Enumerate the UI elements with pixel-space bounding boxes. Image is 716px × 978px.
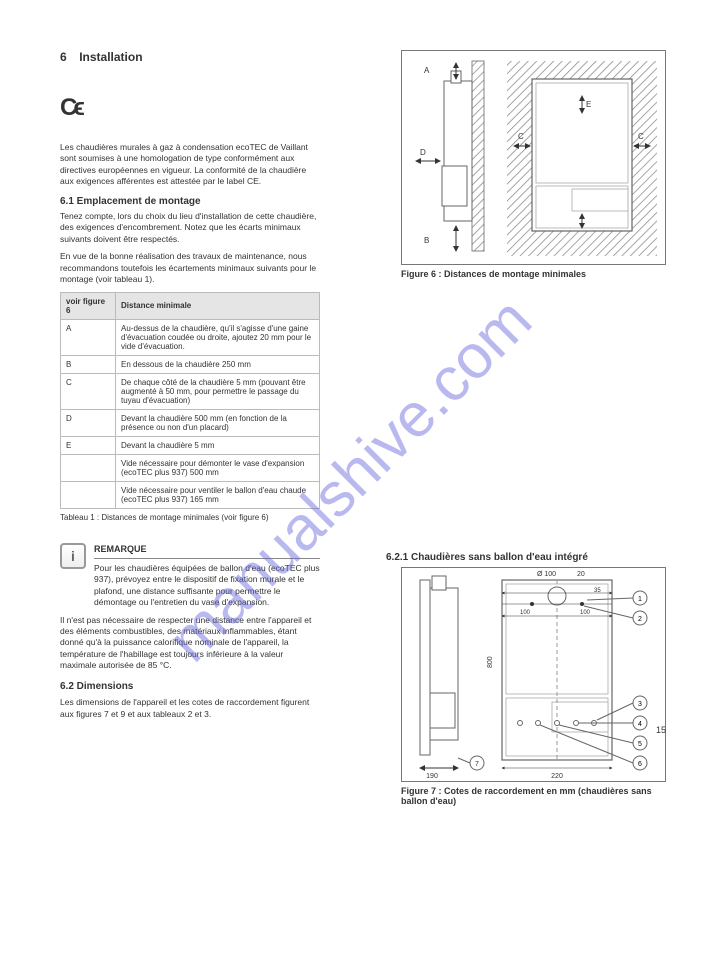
label-A: A [424, 66, 430, 75]
table-cell: A [61, 319, 116, 355]
figure-2: 190 7 Ø 100 20 [401, 567, 666, 782]
section-title-row: 6 Installation [60, 50, 320, 64]
table-cell: D [61, 409, 116, 436]
table-cell: Au-dessus de la chaudière, qu'il s'agiss… [116, 319, 320, 355]
section-number: 6 [60, 50, 67, 64]
svg-text:220: 220 [551, 773, 563, 780]
page: 6 Installation Cϵ Les chaudières murales… [0, 0, 716, 755]
table-cell: E [61, 436, 116, 454]
table-cell: Devant la chaudière 500 mm (en fonction … [116, 409, 320, 436]
figure-2-caption: Figure 7 : Cotes de raccordement en mm (… [401, 786, 666, 806]
intro-paragraph: Les chaudières murales à gaz à condensat… [60, 142, 320, 188]
table-cell: Vide nécessaire pour ventiler le ballon … [116, 481, 320, 508]
ce-logo: Cϵ [60, 94, 320, 122]
figure-1-caption: Figure 6 : Distances de montage minimale… [401, 269, 666, 279]
svg-text:800: 800 [487, 656, 494, 668]
info-icon: i [60, 543, 86, 569]
svg-text:100: 100 [580, 610, 591, 616]
svg-text:20: 20 [577, 571, 585, 578]
lower-p1: Il n'est pas nécessaire de respecter une… [60, 615, 320, 672]
svg-text:7: 7 [475, 761, 479, 768]
table-cell [61, 481, 116, 508]
table-header-b: Distance minimale [116, 292, 320, 319]
sub-heading: 6.1 Emplacement de montage [60, 196, 320, 207]
sub-p2: En vue de la bonne réalisation des trava… [60, 251, 320, 285]
svg-text:190: 190 [426, 773, 438, 780]
label-C: C [518, 132, 524, 141]
chapter-text: Les dimensions de l'appareil et les cote… [60, 697, 320, 720]
note-body: Pour les chaudières équipées de ballon d… [94, 563, 320, 607]
lower-left-block: Il n'est pas nécessaire de respecter une… [60, 615, 320, 721]
svg-text:6: 6 [638, 761, 642, 768]
chapter-title: 6.2 Dimensions [60, 680, 320, 694]
note-title: REMARQUE [94, 543, 320, 558]
figure-2-section: 6.2.1 Chaudières sans ballon d'eau intég… [386, 552, 666, 806]
table-cell: De chaque côté de la chaudière 5 mm (pou… [116, 373, 320, 409]
figure-1: A B D C C E [401, 50, 666, 265]
table-cell: B [61, 355, 116, 373]
table-cell: Vide nécessaire pour démonter le vase d'… [116, 454, 320, 481]
table-cell: C [61, 373, 116, 409]
table-cell: En dessous de la chaudière 250 mm [116, 355, 320, 373]
label-D: D [420, 148, 426, 157]
table-caption: Tableau 1 : Distances de montage minimal… [60, 513, 320, 524]
section-title: Installation [79, 50, 142, 64]
svg-text:4: 4 [638, 721, 642, 728]
sub-p1: Tenez compte, lors du choix du lieu d'in… [60, 211, 320, 245]
figure-2-heading: 6.2.1 Chaudières sans ballon d'eau intég… [386, 552, 666, 563]
table-header-a: voir figure 6 [61, 292, 116, 319]
table-cell: Devant la chaudière 5 mm [116, 436, 320, 454]
note-text-block: REMARQUE Pour les chaudières équipées de… [94, 543, 320, 608]
svg-text:5: 5 [638, 741, 642, 748]
svg-text:35: 35 [594, 588, 601, 594]
table-cell [61, 454, 116, 481]
page-number: 15 [656, 725, 666, 735]
label-C2: C [638, 132, 644, 141]
label-E: E [586, 100, 591, 109]
svg-text:2: 2 [638, 616, 642, 623]
spec-table: voir figure 6 Distance minimale AAu-dess… [60, 292, 320, 509]
left-column: 6 Installation Cϵ Les chaudières murales… [60, 50, 320, 725]
svg-text:3: 3 [638, 701, 642, 708]
svg-text:1: 1 [638, 596, 642, 603]
svg-text:Ø 100: Ø 100 [537, 571, 556, 578]
svg-text:100: 100 [520, 610, 531, 616]
note-box: i REMARQUE Pour les chaudières équipées … [60, 543, 320, 608]
label-B: B [424, 236, 429, 245]
